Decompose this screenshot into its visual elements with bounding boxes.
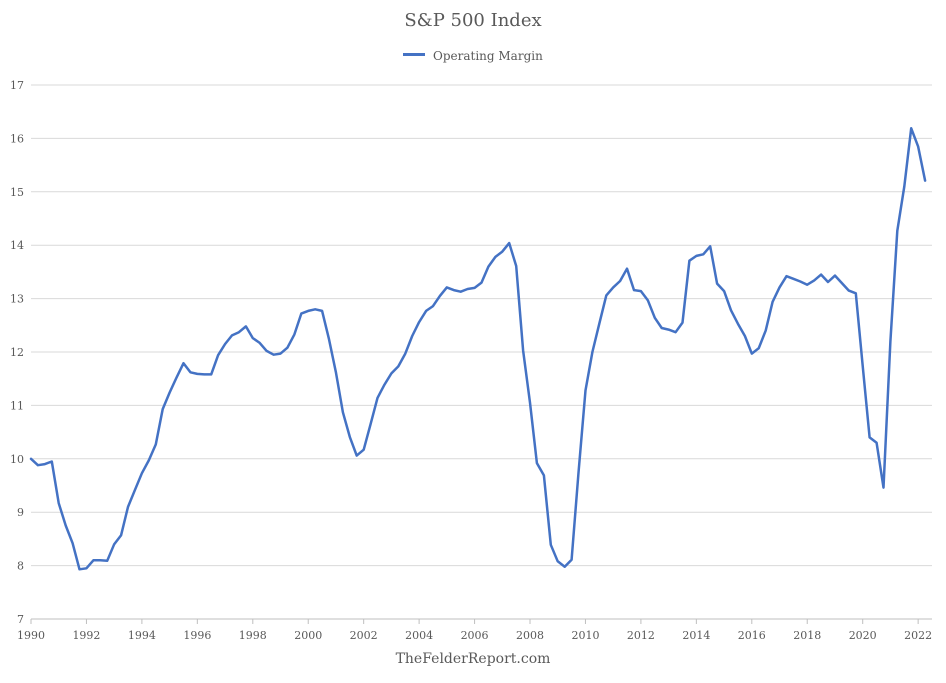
y-tick-label: 11 — [10, 399, 24, 412]
x-tick-label: 2004 — [405, 629, 433, 642]
x-tick-label: 2010 — [571, 629, 599, 642]
x-tick-label: 1992 — [72, 629, 100, 642]
series-line — [29, 127, 927, 571]
chart-title: S&P 500 Index — [404, 10, 542, 31]
y-tick-label: 13 — [10, 293, 24, 306]
source-credit: TheFelderReport.com — [395, 651, 551, 667]
y-tick-label: 16 — [10, 132, 24, 145]
x-tick-label: 1996 — [183, 629, 211, 642]
legend-label: Operating Margin — [433, 49, 543, 63]
x-tick-label: 1994 — [128, 629, 156, 642]
y-tick-label: 9 — [17, 506, 24, 519]
y-tick-label: 10 — [10, 453, 24, 466]
x-tick-label: 2006 — [461, 629, 489, 642]
x-tick-label: 2022 — [904, 629, 932, 642]
y-tick-label: 7 — [17, 613, 24, 626]
x-tick-label: 2008 — [516, 629, 544, 642]
legend-swatch — [403, 53, 426, 56]
y-tick-label: 15 — [10, 186, 24, 199]
y-tick-label: 14 — [10, 239, 24, 252]
x-tick-label: 2018 — [793, 629, 821, 642]
x-tick-label: 1998 — [239, 629, 267, 642]
x-tick-label: 2000 — [294, 629, 322, 642]
y-tick-label: 12 — [10, 346, 24, 359]
x-tick-label: 2002 — [350, 629, 378, 642]
x-tick-label: 2014 — [682, 629, 710, 642]
y-tick-label: 17 — [10, 79, 24, 92]
x-tick-label: 2020 — [849, 629, 877, 642]
legend: Operating Margin — [0, 49, 946, 63]
x-tick-label: 1990 — [17, 629, 45, 642]
y-tick-label: 8 — [17, 560, 24, 573]
x-tick-label: 2012 — [627, 629, 655, 642]
x-tick-label: 2016 — [738, 629, 766, 642]
